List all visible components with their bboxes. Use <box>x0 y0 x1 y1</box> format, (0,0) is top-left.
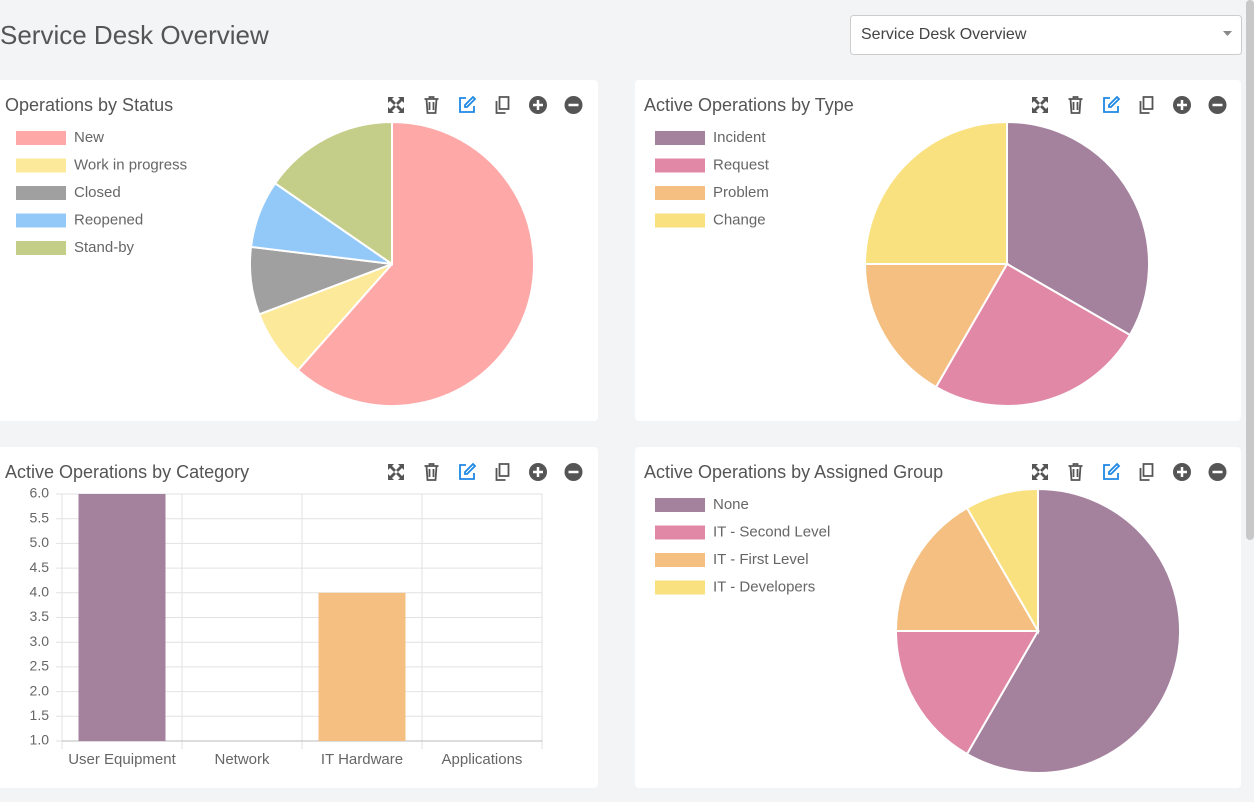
scrollbar <box>1246 0 1254 540</box>
dashboard-select[interactable] <box>850 15 1242 55</box>
legend-swatch <box>655 186 705 200</box>
pie-slice <box>965 487 1039 635</box>
panel-action-plus[interactable] <box>528 462 548 482</box>
legend-swatch <box>16 241 66 255</box>
legend-swatch <box>655 580 705 595</box>
legend-label: Reopened <box>74 211 143 228</box>
pie-slice <box>894 506 1040 632</box>
panel-title: Active Operations by Assigned Group <box>644 462 943 482</box>
x-tick-label: IT Hardware <box>321 751 403 768</box>
panel-action-minus[interactable] <box>563 95 584 115</box>
legend-label: Request <box>713 156 770 173</box>
legend-swatch <box>16 213 66 228</box>
legend-label: IT - Developers <box>713 578 815 595</box>
panel-title: Active Operations by Category <box>5 462 249 482</box>
panel-action-plus[interactable] <box>1172 95 1192 115</box>
legend-swatch <box>655 525 705 540</box>
pie-slice <box>894 630 1040 756</box>
panel-title: Operations by Status <box>5 95 173 115</box>
legend-label: Stand-by <box>74 239 135 256</box>
legend-swatch <box>16 186 66 200</box>
y-tick-label: 2.5 <box>30 658 50 674</box>
legend-label: Incident <box>713 129 766 146</box>
legend-swatch <box>16 131 66 145</box>
x-tick-label: Network <box>214 751 270 768</box>
pie-slice <box>934 262 1132 407</box>
panel-action-plus[interactable] <box>528 95 548 115</box>
pie-slice <box>296 120 535 407</box>
y-tick-label: 4.0 <box>30 584 50 600</box>
panel-action-minus[interactable] <box>563 462 584 482</box>
legend-label: Work in progress <box>74 156 187 173</box>
pie-slice <box>863 263 1009 389</box>
legend-swatch <box>655 158 705 173</box>
legend-label: None <box>713 496 749 513</box>
y-tick-label: 3.0 <box>30 633 50 649</box>
legend-label: Problem <box>713 184 769 201</box>
legend-swatch <box>655 553 705 567</box>
panel-title: Active Operations by Type <box>644 95 854 115</box>
legend-label: Change <box>713 211 766 228</box>
y-tick-label: 5.0 <box>30 534 50 550</box>
pie-slice <box>965 487 1181 774</box>
legend-label: Closed <box>74 184 121 201</box>
panel-action-minus[interactable] <box>1207 95 1228 115</box>
bar <box>78 494 166 741</box>
legend-swatch <box>16 158 66 173</box>
legend-swatch <box>655 213 705 228</box>
y-tick-label: 3.5 <box>30 608 50 624</box>
y-tick-label: 1.5 <box>30 707 50 723</box>
bar <box>318 592 406 741</box>
x-tick-label: User Equipment <box>68 751 176 768</box>
pie-slice <box>273 120 393 266</box>
y-tick-label: 2.0 <box>30 682 50 698</box>
panel-action-plus[interactable] <box>1172 462 1192 482</box>
legend-swatch <box>655 498 705 512</box>
x-tick-label: Applications <box>442 751 523 768</box>
y-tick-label: 6.0 <box>30 485 50 501</box>
pie-slice <box>863 120 1008 265</box>
y-tick-label: 4.5 <box>30 559 50 575</box>
legend-label: New <box>74 129 104 146</box>
dashboard-select-value: Service Desk Overview <box>861 26 1027 43</box>
pie-slice <box>1006 120 1150 337</box>
legend-swatch <box>655 131 705 145</box>
legend-label: IT - Second Level <box>713 523 830 540</box>
select-arrow <box>1223 31 1232 36</box>
legend-label: IT - First Level <box>713 551 809 568</box>
y-tick-label: 1.0 <box>30 732 50 748</box>
panel-action-minus[interactable] <box>1207 462 1228 482</box>
y-tick-label: 5.5 <box>30 509 50 525</box>
page-title: Service Desk Overview <box>0 20 269 50</box>
